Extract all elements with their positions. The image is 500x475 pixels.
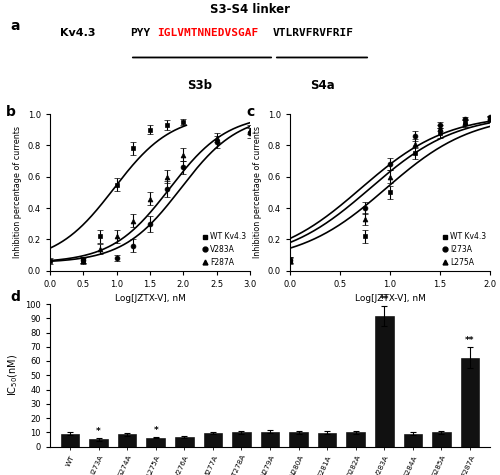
X-axis label: Log[JZTX-V], nM: Log[JZTX-V], nM [114, 294, 186, 304]
Bar [318, 433, 336, 446]
Text: IGLVMTNNEDVSGAF: IGLVMTNNEDVSGAF [158, 28, 259, 38]
Text: VTLRVFRVFRIF: VTLRVFRVFRIF [272, 28, 353, 38]
Bar [346, 432, 365, 446]
Bar [90, 439, 108, 446]
Legend: WT Kv4.3, V283A, F287A: WT Kv4.3, V283A, F287A [202, 232, 246, 267]
Text: c: c [246, 104, 254, 119]
Bar [260, 431, 280, 446]
Bar [118, 434, 137, 446]
Bar [175, 437, 194, 446]
Text: **: ** [380, 295, 389, 304]
Text: a: a [10, 19, 20, 33]
Bar [460, 358, 479, 446]
Y-axis label: Inhibition percentage of currents: Inhibition percentage of currents [253, 126, 262, 258]
Text: S3b: S3b [188, 79, 212, 92]
Text: **: ** [466, 336, 475, 345]
Bar [60, 434, 80, 446]
Text: *: * [96, 427, 101, 436]
X-axis label: Log[JZTX-V], nM: Log[JZTX-V], nM [354, 294, 426, 304]
Y-axis label: IC$_{50}$(nM): IC$_{50}$(nM) [6, 354, 20, 396]
Text: S3-S4 linker: S3-S4 linker [210, 3, 290, 16]
Legend: WT Kv4.3, I273A, L275A: WT Kv4.3, I273A, L275A [442, 232, 486, 267]
Bar [432, 432, 450, 446]
Bar [290, 432, 308, 446]
Text: S4a: S4a [310, 79, 335, 92]
Bar [232, 432, 250, 446]
Text: b: b [6, 104, 16, 119]
Text: *: * [154, 426, 158, 435]
Bar [204, 433, 222, 446]
Bar [375, 316, 394, 446]
Text: PYY: PYY [130, 28, 150, 38]
Text: d: d [10, 290, 20, 304]
Text: Kv4.3: Kv4.3 [60, 28, 96, 38]
Bar [404, 434, 422, 446]
Y-axis label: Inhibition percentage of currents: Inhibition percentage of currents [13, 126, 22, 258]
Bar [146, 437, 165, 446]
